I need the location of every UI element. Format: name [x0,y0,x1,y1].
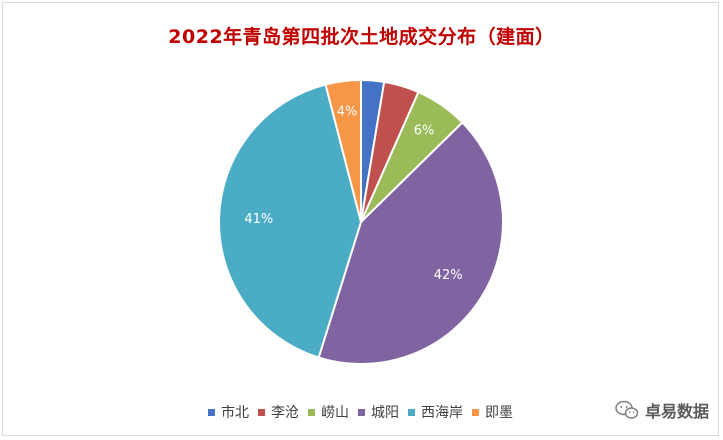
slice-label-4: 41% [244,212,273,227]
legend-swatch-3 [358,408,365,416]
legend-label-1: 李沧 [271,405,299,421]
legend-item-3: 城阳 [358,402,399,422]
slice-label-2: 6% [414,123,435,138]
slice-label-5: 4% [337,105,358,120]
legend-swatch-4 [408,408,415,416]
legend-label-0: 市北 [221,405,249,421]
watermark-text: 卓易数据 [644,402,709,421]
wechat-icon [615,400,639,419]
legend-label-2: 崂山 [321,405,349,421]
legend-label-4: 西海岸 [421,405,463,421]
legend-label-3: 城阳 [371,405,399,421]
legend-label-5: 即墨 [485,405,513,421]
chart-title: 2022年青岛第四批次土地成交分布（建面） [168,26,555,48]
legend-item-0: 市北 [208,402,249,422]
slice-label-3: 42% [434,268,463,283]
chart-legend: 市北 李沧 崂山 城阳 西海岸 即墨 [208,402,522,422]
legend-swatch-1 [258,408,265,416]
legend-swatch-0 [208,408,215,416]
pie-slice-5 [324,78,362,223]
legend-item-2: 崂山 [308,402,349,422]
legend-item-1: 李沧 [258,402,299,422]
pie-slice-4 [218,83,363,359]
legend-item-5: 即墨 [472,402,513,422]
legend-swatch-5 [472,408,479,416]
legend-item-4: 西海岸 [408,402,463,422]
watermark: 卓易数据 [615,398,709,422]
pie-slice-3 [317,121,504,365]
legend-swatch-2 [308,408,315,416]
